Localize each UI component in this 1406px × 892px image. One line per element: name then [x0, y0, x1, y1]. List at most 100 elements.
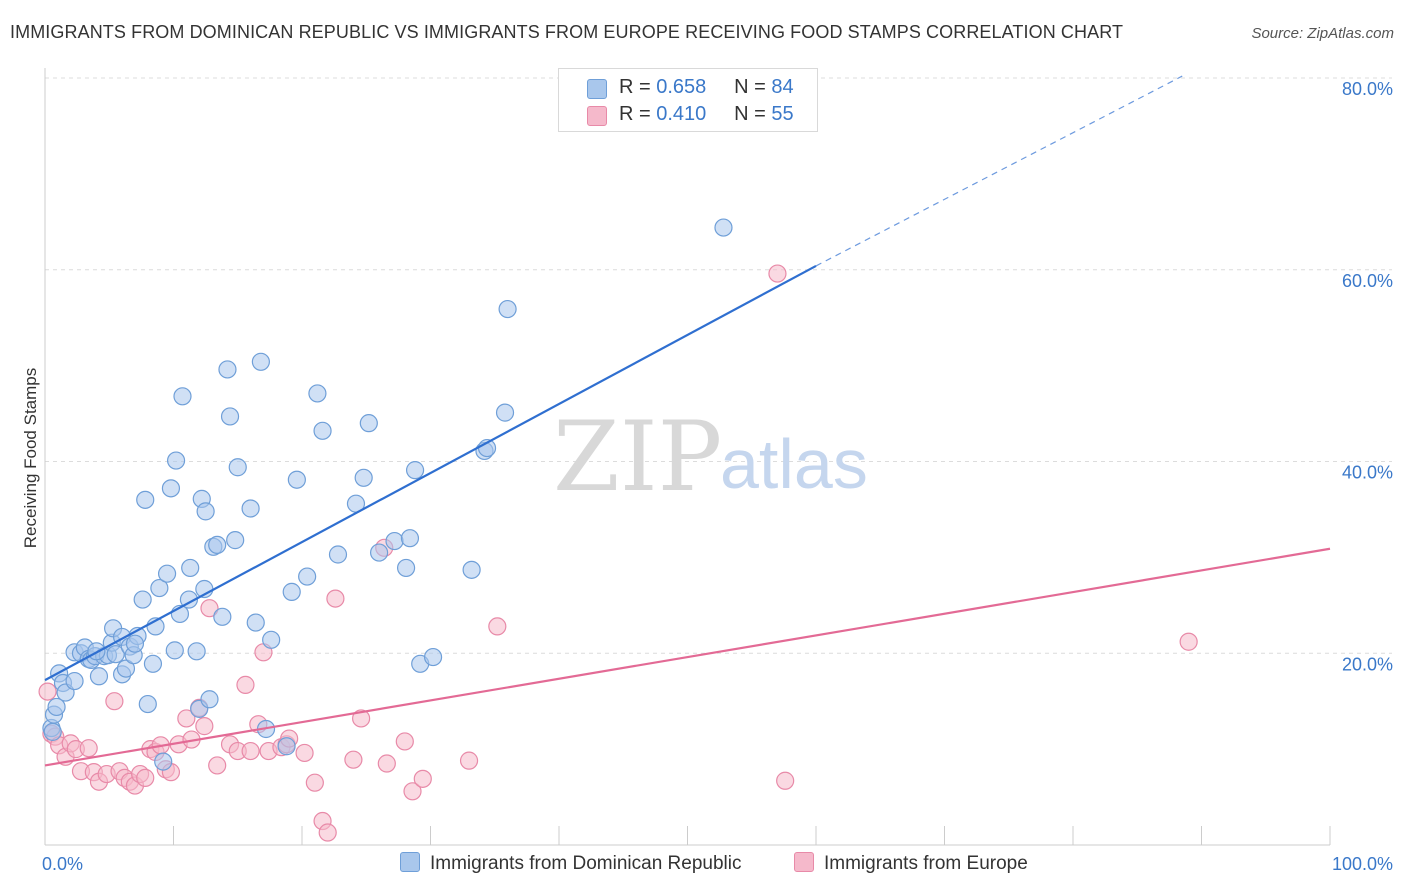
data-point — [138, 694, 157, 714]
data-point — [213, 607, 232, 626]
data-point — [150, 578, 169, 598]
data-point — [38, 682, 57, 701]
data-point — [165, 641, 184, 660]
data-point — [133, 590, 152, 609]
data-point — [105, 692, 124, 711]
legend-text-dominican: R = 0.658 N = 84 — [619, 76, 794, 99]
y-tick-label: 60.0% — [1342, 271, 1393, 291]
data-point — [377, 754, 396, 773]
data-point — [488, 617, 507, 636]
data-point — [166, 451, 186, 470]
data-point — [125, 634, 145, 653]
data-point — [106, 645, 125, 664]
data-point — [179, 590, 199, 609]
bottom-legend-label-europe: Immigrants from Europe — [824, 853, 1028, 874]
data-point — [208, 535, 227, 555]
data-point — [196, 502, 215, 521]
data-point — [498, 299, 517, 319]
grid-lines — [45, 77, 1392, 654]
data-point — [354, 468, 373, 487]
data-point — [308, 384, 327, 403]
data-point — [116, 659, 136, 678]
data-point — [305, 773, 324, 792]
data-point — [226, 531, 245, 550]
trend-line-dominican — [44, 264, 817, 682]
data-point — [298, 567, 317, 586]
n-label: N = — [734, 76, 766, 98]
data-point — [218, 360, 237, 379]
y-tick-labels: 20.0% 40.0% 60.0% 80.0% — [1342, 79, 1393, 674]
data-point — [154, 752, 173, 771]
data-point — [181, 558, 200, 578]
bottom-legend-dominican: Immigrants from Dominican Republic — [400, 852, 742, 875]
data-point — [295, 743, 314, 763]
trend-lines — [44, 75, 1331, 767]
data-point — [282, 582, 301, 601]
chart-title: IMMIGRANTS FROM DOMINICAN REPUBLIC VS IM… — [10, 22, 1124, 42]
bottom-legend-swatch-dominican — [400, 852, 420, 872]
data-point — [262, 630, 281, 649]
data-point — [220, 407, 240, 426]
data-point — [768, 264, 787, 283]
source-label: Source: ZipAtlas.com — [1251, 25, 1394, 42]
data-point — [400, 529, 420, 548]
data-point — [359, 414, 378, 433]
r-label: R = — [619, 76, 651, 98]
data-point — [200, 690, 219, 709]
n-value-europe: 55 — [771, 103, 794, 125]
r-label: R = — [619, 103, 651, 125]
data-point — [251, 352, 270, 371]
bottom-legend-swatch-europe — [794, 852, 814, 872]
data-point — [177, 709, 196, 728]
watermark-atlas: atlas — [720, 425, 868, 503]
data-point — [241, 741, 260, 761]
data-point — [43, 722, 62, 741]
watermark: ZIP atlas — [553, 401, 868, 513]
data-point — [47, 697, 66, 717]
data-point — [313, 421, 332, 440]
data-point — [326, 589, 345, 608]
axes — [44, 68, 1331, 846]
data-point — [462, 560, 481, 579]
y-tick-label: 20.0% — [1342, 654, 1393, 674]
data-point — [65, 671, 84, 691]
data-point — [776, 771, 795, 790]
y-axis-title: Receiving Food Stamps — [21, 368, 40, 548]
data-point — [385, 531, 404, 551]
bottom-legend-label-dominican: Immigrants from Dominican Republic — [430, 853, 742, 874]
bottom-legend-europe: Immigrants from Europe — [794, 852, 1028, 875]
data-point — [370, 543, 389, 562]
data-point — [403, 782, 422, 801]
data-point — [1179, 632, 1198, 651]
data-point — [143, 654, 163, 673]
data-point — [318, 823, 337, 842]
data-point — [208, 756, 227, 775]
data-point — [79, 739, 98, 758]
data-point — [396, 558, 416, 578]
data-point — [352, 709, 371, 728]
data-point — [200, 599, 219, 618]
data-point — [161, 479, 181, 498]
legend-swatch-europe — [587, 106, 607, 126]
r-value-europe: 0.410 — [656, 103, 707, 125]
legend-swatch-dominican — [587, 79, 607, 99]
data-point — [459, 751, 479, 770]
r-value-dominican: 0.658 — [656, 76, 707, 98]
data-point — [187, 642, 206, 661]
data-point — [405, 461, 425, 480]
data-point — [714, 218, 733, 237]
data-point — [157, 564, 177, 583]
data-point — [195, 717, 214, 736]
trend-line-europe — [44, 547, 1331, 767]
data-point — [136, 768, 155, 787]
data-point — [423, 647, 443, 667]
data-point — [89, 667, 109, 686]
data-point — [246, 613, 265, 632]
data-point — [241, 499, 260, 518]
y-tick-label: 80.0% — [1342, 79, 1393, 99]
data-point — [328, 545, 348, 564]
trend-line-dominican-extension — [815, 75, 1183, 267]
x-tick-label-max: 100.0% — [1332, 854, 1393, 874]
data-point — [287, 470, 306, 489]
